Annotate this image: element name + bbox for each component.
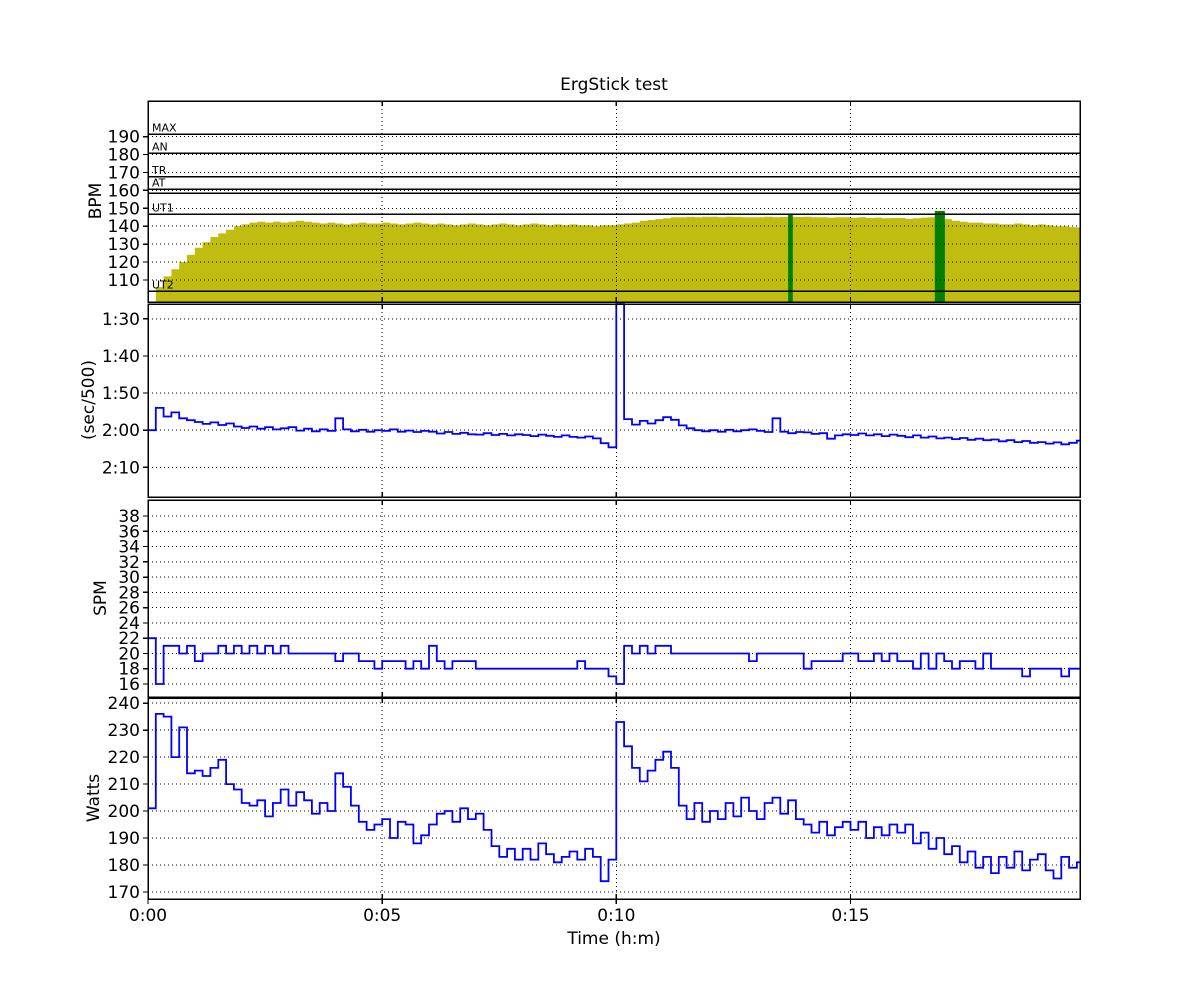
bpm-ytick-label: 170 [108, 163, 140, 183]
pace-ytick-label: 2:00 [102, 421, 140, 441]
bpm-ytick-label: 140 [108, 217, 140, 237]
zone-label-ut1: UT1 [152, 201, 174, 214]
spm-ytick-label: 30 [118, 568, 140, 588]
zone-label-an: AN [152, 140, 168, 153]
zone-label-max: MAX [152, 121, 177, 134]
watts-ytick-label: 170 [108, 883, 140, 903]
bpm-ytick-label: 130 [108, 235, 140, 255]
heart-rate-area [155, 216, 1081, 302]
xtick-label: 0:00 [129, 906, 167, 926]
pace-ytick-label: 2:10 [102, 458, 140, 478]
subplot-pace: 1:30 1:40 1:50 2:00 2:10 [102, 303, 1081, 498]
spm-ytick-label: 16 [118, 675, 140, 695]
spm-ytick-label: 32 [118, 553, 140, 573]
pace-ytick-label: 1:50 [102, 384, 140, 404]
xtick-label: 0:05 [363, 906, 401, 926]
watts-ytick-label: 210 [108, 775, 140, 795]
watts-ytick-label: 190 [108, 829, 140, 849]
watts-ytick-label: 230 [108, 721, 140, 741]
power-watts-line [148, 713, 1080, 883]
pace-per-500m-line [148, 303, 1080, 449]
bpm-ytick-label: 150 [108, 199, 140, 219]
chart-title: ErgStick test [560, 75, 668, 95]
watts-ytick-label: 180 [108, 856, 140, 876]
bpm-ytick-label: 110 [108, 271, 140, 291]
spm-ytick-label: 36 [118, 522, 140, 542]
bpm-ytick-label: 120 [108, 253, 140, 273]
interval-marker [934, 211, 945, 302]
spm-ytick-label: 20 [118, 644, 140, 664]
pace-ytick-label: 1:40 [102, 347, 140, 367]
spm-ytick-label: 26 [118, 599, 140, 619]
pace-ytick-label: 1:30 [102, 310, 140, 330]
spm-ytick-label: 28 [118, 583, 140, 603]
zone-label-ut2: UT2 [152, 278, 174, 291]
watts-ytick-label: 200 [108, 802, 140, 822]
xtick-label: 0:10 [597, 906, 635, 926]
subplot-watts: 170 180 190 200 210 220 230 240 0:00 0:05 0:10 0:15 [108, 694, 1081, 926]
zone-label-at: AT [152, 176, 166, 189]
watts-ytick-label: 240 [108, 694, 140, 714]
strokes-per-minute-line [148, 637, 1080, 685]
spm-ytick-label: 24 [118, 614, 140, 634]
spm-ytick-label: 18 [118, 660, 140, 680]
bpm-ytick-label: 180 [108, 146, 140, 166]
bpm-ytick-label: 160 [108, 181, 140, 201]
zone-label-tr: TR [151, 164, 167, 177]
xlabel: Time (h:m) [567, 929, 661, 949]
interval-marker [788, 214, 793, 302]
spm-ytick-label: 38 [118, 507, 140, 527]
xtick-label: 0:15 [831, 906, 869, 926]
spm-ytick-label: 34 [118, 538, 140, 558]
spm-ytick-label: 22 [118, 629, 140, 649]
bpm-ytick-label: 190 [108, 128, 140, 148]
watts-ytick-label: 220 [108, 748, 140, 768]
